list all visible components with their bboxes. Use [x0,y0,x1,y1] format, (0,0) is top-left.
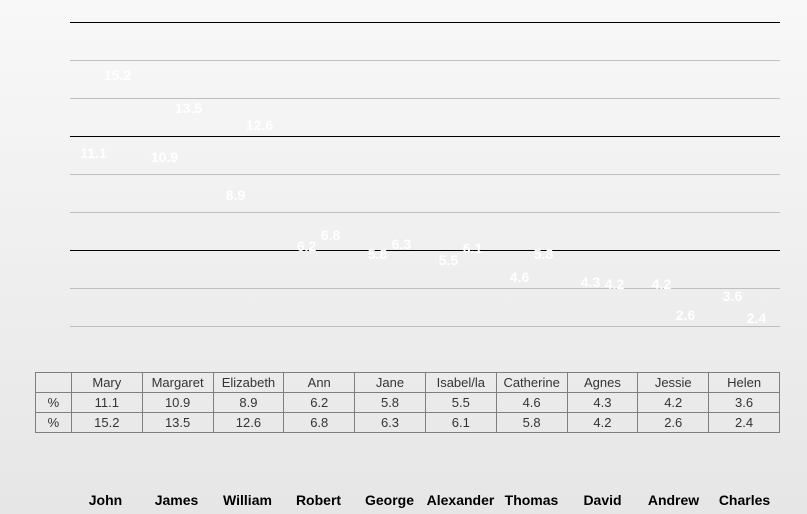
data-label-male: 15.2 [104,67,131,83]
table-cell: 4.6 [496,393,567,413]
x-axis-label: William [212,492,283,508]
table-cell: 12.6 [213,413,284,433]
data-label-female: 5.8 [368,246,387,262]
gridline [70,136,780,137]
table-cell: 2.4 [709,413,780,433]
x-axis-label: Andrew [638,492,709,508]
data-label-female: 8.9 [226,187,245,203]
table-col-header: Isabel/la [425,373,496,393]
table-cell: 11.1 [71,393,142,413]
table-col-header: Agnes [567,373,638,393]
x-axis-label: David [567,492,638,508]
data-label-male: 2.4 [747,310,766,326]
table-cell: 4.2 [638,393,709,413]
table-row-label: % [36,413,72,433]
x-axis-label: Thomas [496,492,567,508]
gridline [70,250,780,251]
x-axis-label: Alexander [425,492,496,508]
table-col-header: Catherine [496,373,567,393]
table-col-header: Elizabeth [213,373,284,393]
data-label-female: 4.6 [510,269,529,285]
table-corner [36,373,72,393]
data-label-male: 6.8 [321,227,340,243]
table-cell: 6.3 [355,413,426,433]
gridline [70,174,780,175]
table-cell: 2.6 [638,413,709,433]
table-col-header: Jane [355,373,426,393]
x-axis-label: George [354,492,425,508]
table-cell: 13.5 [142,413,213,433]
data-label-female: 4.3 [581,274,600,290]
data-label-female: 11.1 [80,145,106,161]
data-label-female: 5.5 [439,252,458,268]
data-label-male: 2.6 [676,307,695,323]
x-axis-label: John [70,492,141,508]
table-cell: 15.2 [71,413,142,433]
gridline [70,212,780,213]
table-cell: 5.8 [496,413,567,433]
table-cell: 6.2 [284,393,355,413]
table-col-header: Mary [71,373,142,393]
table-col-header: Helen [709,373,780,393]
table-cell: 4.2 [567,413,638,433]
data-table: MaryMargaretElizabethAnnJaneIsabel/laCat… [35,372,780,433]
table-cell: 6.8 [284,413,355,433]
chart-plot-area: 11.1 10.9 8.9 6.2 5.8 5.5 4.6 4.3 4.2 3.6 15.2 13.5… [70,22,780,364]
table-cell: 5.8 [355,393,426,413]
data-label-male: 5.8 [534,246,553,262]
data-label-female: 4.2 [652,276,671,292]
table-col-header: Jessie [638,373,709,393]
table-cell: 6.1 [425,413,496,433]
x-axis-label: Robert [283,492,354,508]
gridline [70,326,780,327]
gridline [70,60,780,61]
data-label-male: 4.2 [605,276,624,292]
table-cell: 8.9 [213,393,284,413]
table-cell: 5.5 [425,393,496,413]
data-label-female: 3.6 [723,288,742,304]
table-cell: 10.9 [142,393,213,413]
table-cell: 3.6 [709,393,780,413]
data-label-female: 6.2 [297,238,316,254]
x-axis-labels-row: JohnJamesWilliamRobertGeorgeAlexanderTho… [70,492,780,508]
gridline [70,288,780,289]
data-label-male: 13.5 [175,100,202,116]
gridline [70,22,780,23]
table-cell: 4.3 [567,393,638,413]
x-axis-label: James [141,492,212,508]
data-label-female: 10.9 [151,149,178,165]
data-label-male: 6.1 [463,240,482,256]
data-label-male: 12.6 [246,117,273,133]
table-row-label: % [36,393,72,413]
x-axis-label: Charles [709,492,780,508]
table-col-header: Margaret [142,373,213,393]
table-col-header: Ann [284,373,355,393]
data-label-male: 6.3 [392,236,411,252]
